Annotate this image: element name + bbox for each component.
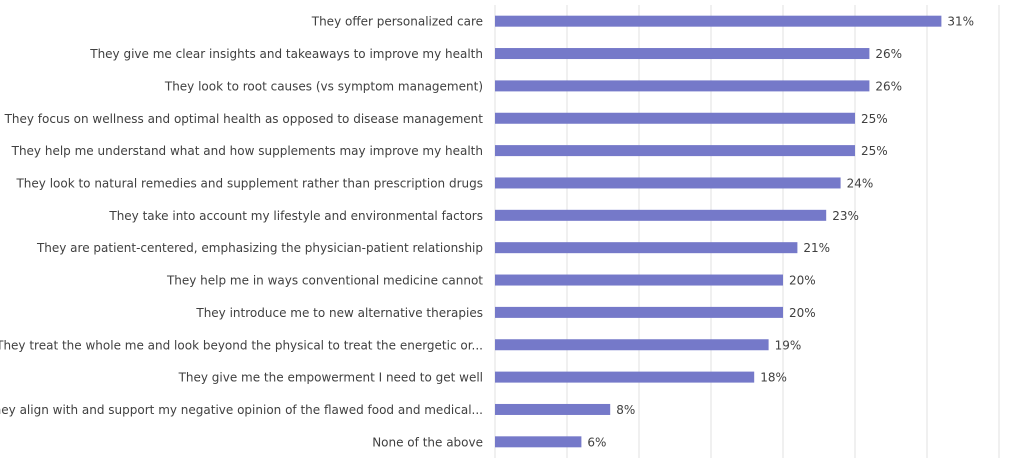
category-label: They give me the empowerment I need to g… xyxy=(178,371,483,385)
category-label: None of the above xyxy=(372,435,483,449)
value-label: 8% xyxy=(616,403,635,417)
category-label: They look to natural remedies and supple… xyxy=(15,176,483,190)
category-label: They treat the whole me and look beyond … xyxy=(0,338,483,352)
bar xyxy=(495,339,769,351)
value-label: 24% xyxy=(847,176,874,190)
value-label: 26% xyxy=(875,47,902,61)
bar xyxy=(495,145,855,157)
value-label: 6% xyxy=(587,435,606,449)
bar xyxy=(495,112,855,124)
value-label: 19% xyxy=(775,338,802,352)
bar xyxy=(495,274,783,286)
category-label: They focus on wellness and optimal healt… xyxy=(4,112,484,126)
bar xyxy=(495,177,841,189)
category-label: They take into account my lifestyle and … xyxy=(108,209,483,223)
bar xyxy=(495,306,783,318)
category-label: They align with and support my negative … xyxy=(0,403,483,417)
category-label: They offer personalized care xyxy=(311,15,483,29)
value-label: 26% xyxy=(875,79,902,93)
category-label: They help me understand what and how sup… xyxy=(11,144,483,158)
value-label: 20% xyxy=(789,306,816,320)
bar xyxy=(495,48,870,60)
category-label: They are patient-centered, emphasizing t… xyxy=(36,241,483,255)
bar xyxy=(495,403,611,415)
value-label: 21% xyxy=(803,241,830,255)
value-label: 20% xyxy=(789,274,816,288)
bar xyxy=(495,371,755,383)
category-label: They look to root causes (vs symptom man… xyxy=(164,79,483,93)
value-label: 25% xyxy=(861,112,888,126)
bar xyxy=(495,242,798,254)
bar xyxy=(495,436,582,448)
bar xyxy=(495,15,942,27)
category-label: They help me in ways conventional medici… xyxy=(166,274,483,288)
value-label: 31% xyxy=(947,15,974,29)
value-label: 23% xyxy=(832,209,859,223)
value-label: 25% xyxy=(861,144,888,158)
category-label: They give me clear insights and takeaway… xyxy=(89,47,483,61)
bar xyxy=(495,209,827,221)
bar xyxy=(495,80,870,92)
category-label: They introduce me to new alternative the… xyxy=(195,306,483,320)
value-label: 18% xyxy=(760,371,787,385)
